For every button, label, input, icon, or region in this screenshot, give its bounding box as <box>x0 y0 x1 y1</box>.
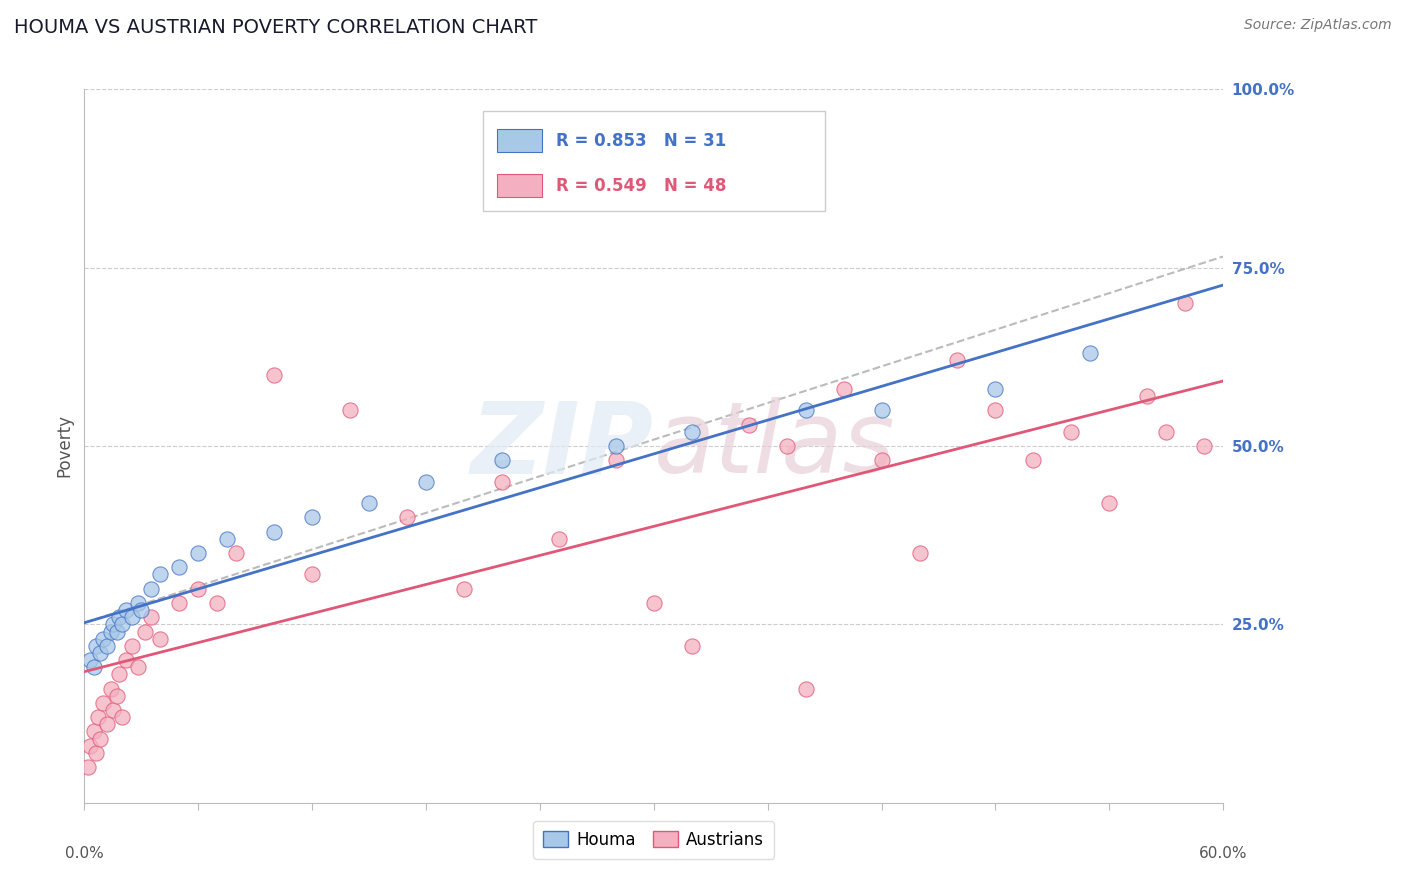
Point <box>127 660 149 674</box>
Point <box>89 646 111 660</box>
Point <box>77 760 100 774</box>
Point <box>115 603 138 617</box>
Point <box>83 660 105 674</box>
Point <box>1136 389 1159 403</box>
Point <box>93 632 115 646</box>
Point <box>79 653 101 667</box>
Point <box>738 417 761 432</box>
Point <box>643 596 665 610</box>
Point <box>86 710 108 724</box>
Point <box>105 689 128 703</box>
Point <box>681 425 703 439</box>
Point <box>794 681 817 696</box>
Point <box>207 596 229 610</box>
Point <box>415 475 437 489</box>
Point <box>149 632 172 646</box>
Point <box>83 724 105 739</box>
Text: ZIP: ZIP <box>471 398 654 494</box>
Point <box>101 617 124 632</box>
Point <box>169 596 191 610</box>
Point <box>107 667 129 681</box>
Point <box>225 546 247 560</box>
Point <box>263 524 285 539</box>
Point <box>121 610 143 624</box>
Text: HOUMA VS AUSTRIAN POVERTY CORRELATION CHART: HOUMA VS AUSTRIAN POVERTY CORRELATION CH… <box>14 18 537 37</box>
Point <box>101 703 124 717</box>
Point <box>1194 439 1216 453</box>
Point <box>84 639 107 653</box>
Point <box>139 610 162 624</box>
Point <box>127 596 149 610</box>
Point <box>100 624 122 639</box>
FancyBboxPatch shape <box>484 111 825 211</box>
Point <box>169 560 191 574</box>
Point <box>339 403 361 417</box>
Point <box>946 353 969 368</box>
Text: 60.0%: 60.0% <box>1199 846 1247 861</box>
Point <box>84 746 107 760</box>
Point <box>1156 425 1178 439</box>
Point <box>870 403 893 417</box>
Text: R = 0.549   N = 48: R = 0.549 N = 48 <box>555 177 727 194</box>
Point <box>187 546 209 560</box>
Point <box>89 731 111 746</box>
Point <box>301 567 323 582</box>
Point <box>100 681 122 696</box>
Point <box>1098 496 1121 510</box>
Point <box>105 624 128 639</box>
FancyBboxPatch shape <box>496 129 543 152</box>
Point <box>134 624 156 639</box>
Point <box>832 382 855 396</box>
Point <box>794 403 817 417</box>
Point <box>187 582 209 596</box>
Point <box>908 546 931 560</box>
Point <box>1080 346 1102 360</box>
Point <box>149 567 172 582</box>
Point <box>215 532 238 546</box>
Y-axis label: Poverty: Poverty <box>55 415 73 477</box>
Point <box>984 403 1007 417</box>
Point <box>396 510 419 524</box>
Point <box>605 439 627 453</box>
Point <box>548 532 571 546</box>
Point <box>301 510 323 524</box>
Text: atlas: atlas <box>654 398 896 494</box>
Text: 0.0%: 0.0% <box>65 846 104 861</box>
Point <box>491 453 513 467</box>
FancyBboxPatch shape <box>496 174 543 197</box>
Point <box>129 603 153 617</box>
Point <box>121 639 143 653</box>
Point <box>605 453 627 467</box>
Point <box>1022 453 1045 467</box>
Point <box>491 475 513 489</box>
Point <box>681 639 703 653</box>
Point <box>139 582 162 596</box>
Point <box>115 653 138 667</box>
Point <box>776 439 799 453</box>
Point <box>107 610 129 624</box>
Point <box>1060 425 1083 439</box>
Point <box>96 639 118 653</box>
Point <box>111 617 134 632</box>
Point <box>111 710 134 724</box>
Text: R = 0.853   N = 31: R = 0.853 N = 31 <box>555 132 725 150</box>
Legend: Houma, Austrians: Houma, Austrians <box>533 821 775 859</box>
Text: Source: ZipAtlas.com: Source: ZipAtlas.com <box>1244 18 1392 32</box>
Point <box>263 368 285 382</box>
Point <box>453 582 475 596</box>
Point <box>870 453 893 467</box>
Point <box>93 696 115 710</box>
Point <box>984 382 1007 396</box>
Point <box>359 496 381 510</box>
Point <box>1174 296 1197 310</box>
Point <box>79 739 101 753</box>
Point <box>96 717 118 731</box>
